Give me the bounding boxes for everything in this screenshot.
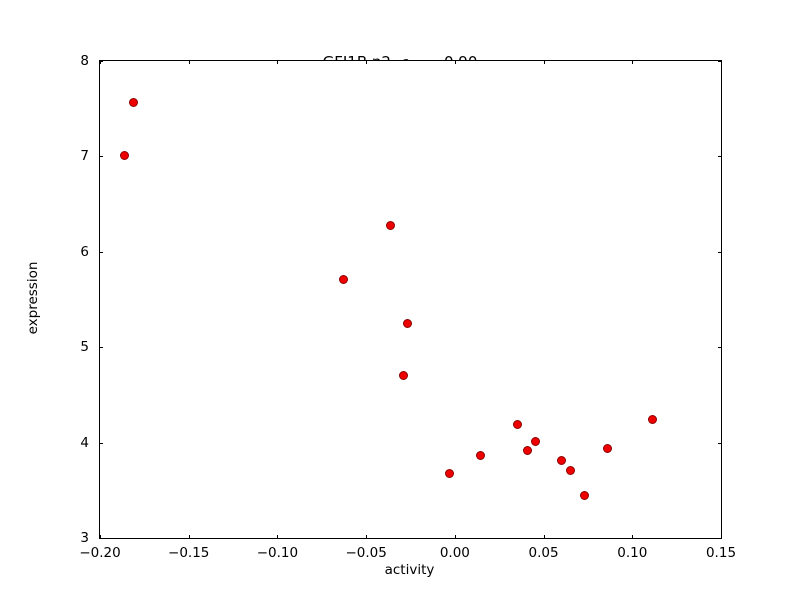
x-axis-tick-top xyxy=(721,60,722,64)
y-axis-tick xyxy=(99,347,103,349)
data-point xyxy=(603,443,613,453)
data-point xyxy=(523,445,533,455)
data-point xyxy=(556,456,566,466)
plot-axes: −0.20 −0.15 −0.10 −0.05 0.00 0.05 0.10 0.15 3 4 5 6… xyxy=(79,53,736,561)
x-axis-tick xyxy=(100,535,101,539)
y-axis-tick xyxy=(99,61,103,62)
y-axis-tick-right xyxy=(718,538,722,539)
x-axis-tick xyxy=(454,535,456,539)
data-point xyxy=(565,465,575,475)
x-axis-tick-top xyxy=(632,60,634,64)
y-axis-tick xyxy=(99,538,103,539)
data-point xyxy=(648,415,658,425)
x-axis-tick xyxy=(721,535,722,539)
y-axis-tick-label: 7 xyxy=(80,148,89,165)
data-point xyxy=(403,318,413,328)
x-axis-tick-top xyxy=(454,60,456,64)
x-axis-tick-top xyxy=(277,60,279,64)
data-point xyxy=(128,97,138,107)
data-point xyxy=(512,419,522,429)
y-axis-tick-right xyxy=(718,156,722,158)
x-axis-tick-label: 0.15 xyxy=(705,545,737,561)
data-point xyxy=(119,150,129,160)
x-axis-tick-label: −0.10 xyxy=(256,545,299,561)
data-point xyxy=(386,220,396,230)
y-axis-tick-right xyxy=(718,61,722,62)
y-axis-tick-label: 4 xyxy=(80,434,89,451)
y-axis-label: expression xyxy=(25,261,41,335)
x-axis-tick-label: 0.10 xyxy=(617,545,648,561)
x-axis-tick-label: −0.20 xyxy=(79,545,121,561)
data-point xyxy=(476,451,486,461)
x-axis-tick xyxy=(543,535,545,539)
y-axis-tick-right xyxy=(718,251,722,253)
y-axis-tick-right xyxy=(718,347,722,349)
data-point xyxy=(579,490,589,500)
x-axis-tick-label: 0.05 xyxy=(528,545,559,561)
data-point xyxy=(399,371,409,381)
y-axis-tick-label: 8 xyxy=(80,53,89,69)
data-point xyxy=(339,274,349,284)
x-axis-tick xyxy=(188,535,190,539)
x-axis-tick-label: −0.05 xyxy=(345,545,387,561)
x-axis-tick-label: −0.15 xyxy=(168,545,210,561)
x-axis-label: activity xyxy=(384,562,435,578)
data-point xyxy=(530,437,540,447)
y-axis-tick xyxy=(99,251,103,253)
y-axis-tick-label: 6 xyxy=(80,243,89,260)
y-axis-tick xyxy=(99,156,103,158)
x-axis-tick xyxy=(277,535,279,539)
y-axis-tick-right xyxy=(718,442,722,444)
x-axis-tick-top xyxy=(366,60,368,64)
y-axis-tick-label: 5 xyxy=(80,339,89,356)
y-axis-tick xyxy=(99,442,103,444)
x-axis-tick xyxy=(632,535,634,539)
data-point xyxy=(445,468,455,478)
x-axis-tick-label: 0.00 xyxy=(439,545,470,561)
x-axis-tick-top xyxy=(543,60,545,64)
x-axis-tick-top xyxy=(100,60,101,64)
x-axis-tick-top xyxy=(188,60,190,64)
x-axis-tick xyxy=(366,535,368,539)
y-axis-tick-label: 3 xyxy=(80,530,89,546)
